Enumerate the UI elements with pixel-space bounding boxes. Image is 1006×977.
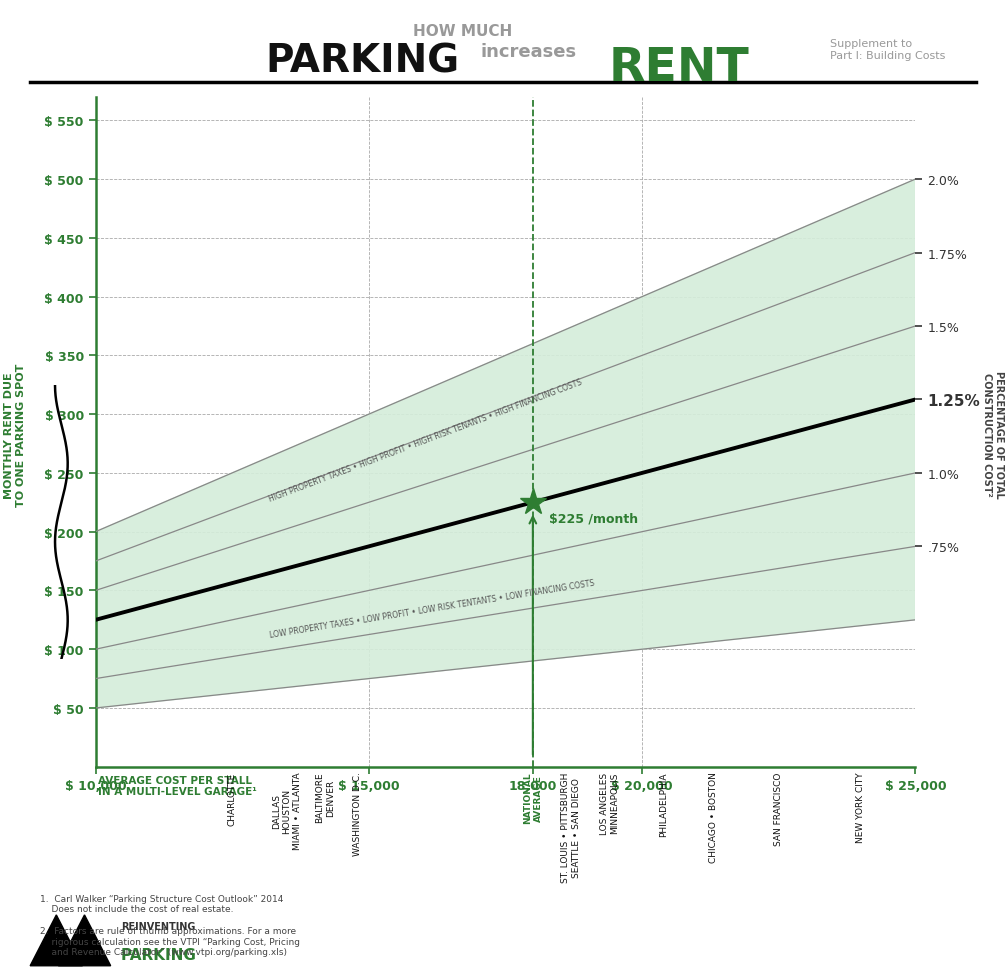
Text: PHILADELPHIA: PHILADELPHIA xyxy=(660,772,669,836)
Text: WASHINGTON D.C.: WASHINGTON D.C. xyxy=(353,772,362,856)
Text: BALTIMORE
DENVER: BALTIMORE DENVER xyxy=(316,772,335,823)
Text: PARKING: PARKING xyxy=(121,947,196,961)
Text: MONTHLY RENT AS A
PERCENTAGE OF TOTAL
CONSTRUCTION COST²: MONTHLY RENT AS A PERCENTAGE OF TOTAL CO… xyxy=(982,371,1006,498)
Text: NEW YORK CITY: NEW YORK CITY xyxy=(856,772,865,842)
Text: AVERAGE COST PER STALL
IN A MULTI-LEVEL GARAGE¹: AVERAGE COST PER STALL IN A MULTI-LEVEL … xyxy=(98,775,257,796)
Text: HOW MUCH: HOW MUCH xyxy=(413,24,512,39)
Text: HIGH PROPERTY TAXES • HIGH PROFIT • HIGH RISK TENANTS • HIGH FINANCING COSTS: HIGH PROPERTY TAXES • HIGH PROFIT • HIGH… xyxy=(268,377,583,503)
Text: increases: increases xyxy=(480,43,576,61)
Text: 2.  Factors are rule of thumb approximations. For a more
    rigorous calculatio: 2. Factors are rule of thumb approximati… xyxy=(40,926,300,956)
Text: ST. LOUIS • PITTSBURGH
SEATTLE • SAN DIEGO: ST. LOUIS • PITTSBURGH SEATTLE • SAN DIE… xyxy=(561,772,580,882)
Text: PARKING: PARKING xyxy=(266,42,459,80)
Text: DALLAS
HOUSTON
MIAMI • ATLANTA: DALLAS HOUSTON MIAMI • ATLANTA xyxy=(272,772,302,849)
Text: MONTHLY RENT DUE
TO ONE PARKING SPOT: MONTHLY RENT DUE TO ONE PARKING SPOT xyxy=(4,363,26,506)
Text: NATIONAL
AVERAGE: NATIONAL AVERAGE xyxy=(523,772,542,824)
Polygon shape xyxy=(58,914,111,965)
Polygon shape xyxy=(30,914,82,965)
Text: SAN FRANCISCO: SAN FRANCISCO xyxy=(775,772,784,845)
Text: CHICAGO • BOSTON: CHICAGO • BOSTON xyxy=(708,772,717,863)
Text: LOS ANGELES
MINNEAPOLIS: LOS ANGELES MINNEAPOLIS xyxy=(600,772,619,834)
Text: RENT: RENT xyxy=(609,46,749,91)
Text: CHARLOTTE: CHARLOTTE xyxy=(227,772,236,825)
Text: REINVENTING: REINVENTING xyxy=(121,921,195,931)
Text: LOW PROPERTY TAXES • LOW PROFIT • LOW RISK TENTANTS • LOW FINANCING COSTS: LOW PROPERTY TAXES • LOW PROFIT • LOW RI… xyxy=(269,577,596,639)
Text: Supplement to
Part I: Building Costs: Supplement to Part I: Building Costs xyxy=(830,39,946,61)
Text: 1.  Carl Walker “Parking Structure Cost Outlook” 2014
    Does not include the c: 1. Carl Walker “Parking Structure Cost O… xyxy=(40,894,284,913)
Text: $225 /month: $225 /month xyxy=(549,512,639,526)
